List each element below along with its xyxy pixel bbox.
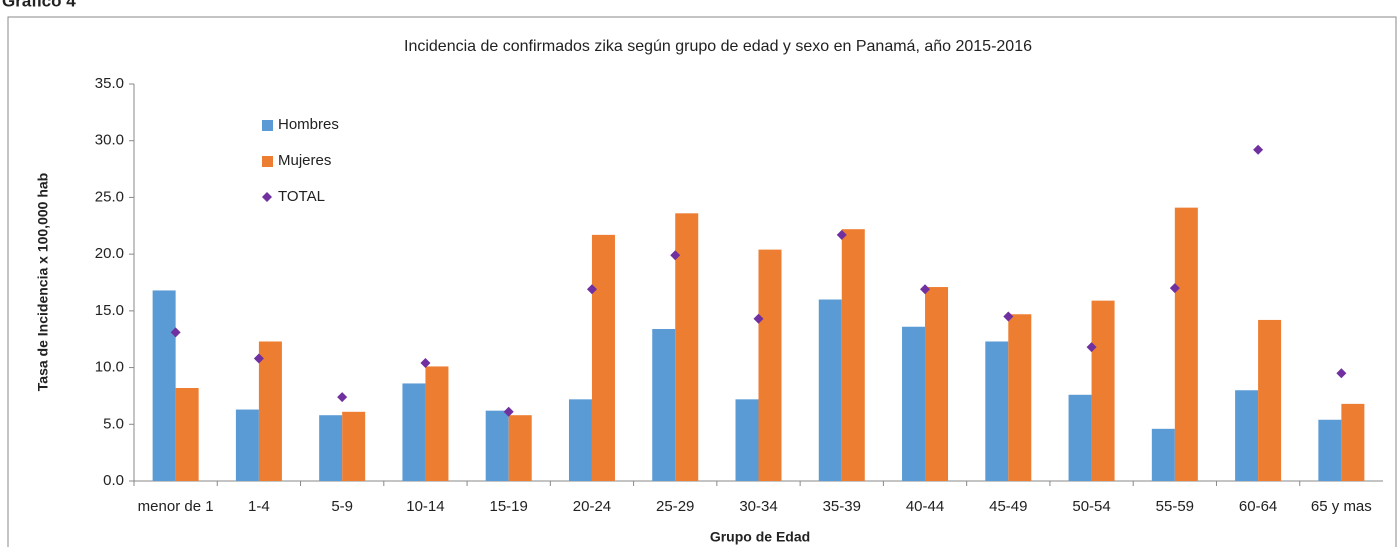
point bbox=[1086, 342, 1097, 353]
chart-frame bbox=[7, 16, 1397, 547]
x-tick-label: 15-19 bbox=[489, 498, 528, 515]
chart-title: Incidencia de confirmados zika según gru… bbox=[404, 38, 1032, 55]
y-axis-title: Tasa de Incidencia x 100,000 hab bbox=[35, 173, 51, 391]
bar bbox=[1318, 419, 1342, 481]
legend-label: Hombres bbox=[278, 116, 339, 133]
point bbox=[1169, 283, 1180, 294]
y-tick-label: 35.0 bbox=[95, 75, 124, 92]
bar bbox=[319, 415, 343, 481]
point bbox=[1003, 311, 1014, 322]
bar bbox=[175, 387, 199, 481]
x-axis-title: Grupo de Edad bbox=[710, 529, 810, 545]
legend-label: TOTAL bbox=[278, 188, 325, 205]
x-tick-label: 65 y mas bbox=[1310, 498, 1372, 515]
bar bbox=[818, 299, 842, 481]
bar bbox=[1258, 319, 1282, 481]
x-tick-label: 10-14 bbox=[406, 498, 445, 515]
bar bbox=[485, 410, 509, 481]
x-tick-label: 60-64 bbox=[1238, 498, 1278, 515]
x-tick-label: 40-44 bbox=[905, 498, 945, 515]
legend-swatch bbox=[262, 156, 273, 167]
bar bbox=[1151, 428, 1175, 481]
x-tick-label: 50-54 bbox=[1072, 498, 1111, 515]
bar bbox=[675, 213, 699, 481]
y-tick-label: 0.0 bbox=[103, 472, 124, 489]
point bbox=[420, 358, 431, 369]
bar bbox=[402, 383, 426, 481]
bar bbox=[1068, 394, 1092, 481]
bar bbox=[235, 409, 259, 481]
y-tick-label: 25.0 bbox=[95, 188, 124, 205]
bar bbox=[425, 366, 449, 481]
bar bbox=[152, 290, 176, 481]
point bbox=[670, 250, 681, 261]
bar bbox=[568, 399, 592, 481]
point bbox=[337, 392, 348, 403]
point bbox=[586, 284, 597, 295]
point bbox=[920, 284, 931, 295]
y-tick-label: 30.0 bbox=[95, 132, 124, 149]
y-tick-label: 15.0 bbox=[95, 302, 124, 319]
point bbox=[170, 327, 181, 338]
x-tick-label: 5-9 bbox=[331, 498, 353, 515]
bar bbox=[758, 249, 782, 481]
figure-label: Gráfico 4 bbox=[2, 0, 76, 10]
x-tick-label: 55-59 bbox=[1155, 498, 1195, 515]
legend-swatch bbox=[262, 120, 273, 131]
x-tick-label: 1-4 bbox=[248, 498, 270, 515]
x-tick-label: 45-49 bbox=[989, 498, 1028, 515]
bar bbox=[652, 329, 676, 481]
bar bbox=[1091, 300, 1115, 481]
x-tick-label: 20-24 bbox=[572, 498, 612, 515]
bar bbox=[841, 229, 865, 481]
x-tick-label: 30-34 bbox=[739, 498, 778, 515]
point bbox=[1336, 368, 1347, 379]
point bbox=[503, 406, 514, 417]
bar bbox=[258, 341, 282, 481]
bar bbox=[925, 287, 949, 481]
bar bbox=[508, 415, 532, 481]
x-tick-label: 35-39 bbox=[822, 498, 861, 515]
bar bbox=[985, 341, 1009, 481]
y-tick-label: 20.0 bbox=[95, 245, 124, 262]
bar bbox=[902, 326, 926, 481]
bar bbox=[735, 399, 759, 481]
legend-swatch bbox=[262, 192, 272, 202]
y-tick-label: 10.0 bbox=[95, 359, 124, 376]
y-tick-label: 5.0 bbox=[103, 415, 124, 432]
point bbox=[836, 229, 847, 240]
point bbox=[753, 313, 764, 324]
bar bbox=[591, 234, 615, 481]
bar bbox=[342, 411, 366, 481]
x-tick-label: menor de 1 bbox=[137, 498, 214, 515]
bar bbox=[1235, 390, 1259, 481]
point bbox=[253, 353, 264, 364]
bar bbox=[1174, 207, 1198, 481]
point bbox=[1253, 144, 1264, 155]
legend-label: Mujeres bbox=[278, 152, 331, 169]
bar bbox=[1008, 314, 1032, 481]
bar bbox=[1341, 403, 1365, 481]
x-tick-label: 25-29 bbox=[656, 498, 695, 515]
